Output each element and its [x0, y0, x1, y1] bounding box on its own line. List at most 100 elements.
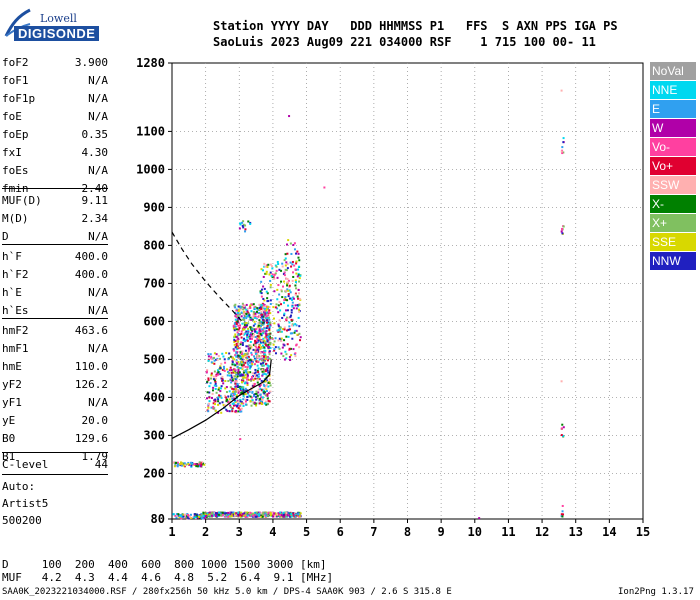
echo-point — [253, 355, 256, 358]
echo-point — [283, 314, 286, 317]
echo-point — [258, 512, 261, 515]
echo-point — [298, 515, 301, 518]
echo-point — [241, 358, 244, 361]
param-key: M(D) — [2, 212, 29, 225]
echo-point — [256, 348, 259, 351]
param-value: N/A — [88, 304, 108, 317]
echo-point — [288, 284, 291, 287]
echo-point — [265, 337, 268, 340]
echo-point — [242, 395, 245, 398]
param-row: h`Es N/A — [2, 304, 108, 319]
echo-point — [242, 220, 245, 223]
echo-point — [180, 464, 183, 467]
echo-point — [299, 339, 302, 342]
param-key: fxI — [2, 146, 22, 159]
echo-point — [231, 397, 234, 400]
echo-point — [231, 407, 234, 410]
echo-point — [245, 303, 248, 306]
echo-point — [243, 333, 246, 336]
echo-point — [235, 360, 238, 363]
echo-point — [245, 371, 248, 374]
echo-point — [243, 376, 246, 379]
echo-point — [221, 379, 224, 382]
echo-point — [253, 307, 256, 310]
echo-point — [276, 276, 279, 279]
echo-point — [265, 315, 268, 318]
echo-point — [237, 391, 240, 394]
header-row-1: Station YYYY DAY DDD HHMMSS P1 FFS S AXN… — [213, 19, 618, 33]
echo-point — [254, 514, 257, 517]
echo-point — [228, 369, 231, 372]
echo-point — [211, 389, 214, 392]
echo-point — [267, 365, 270, 368]
echo-point — [262, 304, 265, 307]
x-tick-label: 3 — [236, 525, 243, 539]
echo-point — [560, 380, 563, 383]
echo-point — [220, 396, 223, 399]
echo-point — [248, 344, 251, 347]
echo-point — [266, 297, 269, 300]
echo-point — [236, 340, 239, 343]
echo-point — [289, 359, 292, 362]
echo-point — [262, 337, 265, 340]
echo-point — [255, 398, 258, 401]
echo-point — [230, 376, 233, 379]
echo-point — [241, 373, 244, 376]
echo-point — [251, 327, 254, 330]
echo-point — [293, 331, 296, 334]
echo-point — [252, 379, 255, 382]
param-value: 3.900 — [74, 56, 108, 69]
echo-point — [239, 367, 242, 370]
echo-point — [243, 326, 246, 329]
echo-point — [265, 335, 268, 338]
echo-point — [238, 327, 241, 330]
echo-point — [261, 396, 264, 399]
param-key: hmF2 — [2, 324, 29, 337]
echo-point — [246, 352, 249, 355]
profile-trace-solid — [171, 359, 272, 439]
echo-point — [224, 404, 227, 407]
echo-point — [217, 511, 220, 514]
echo-point — [227, 358, 230, 361]
param-row: M(D) 2.34 — [2, 212, 108, 227]
echo-point — [199, 465, 202, 468]
echo-point — [232, 388, 235, 391]
echo-point — [228, 352, 231, 355]
echo-point — [287, 279, 290, 282]
echo-point — [251, 514, 254, 517]
echo-point — [253, 515, 256, 518]
echo-point — [284, 350, 287, 353]
echo-point — [265, 383, 268, 386]
echo-point — [269, 279, 272, 282]
echo-point — [180, 517, 183, 520]
echo-point — [187, 513, 190, 516]
echo-point — [247, 371, 250, 374]
legend-item-ssw: SSW — [650, 176, 696, 194]
echo-point — [237, 324, 240, 327]
echo-point — [224, 515, 227, 518]
echo-point — [264, 394, 267, 397]
echo-point — [249, 344, 252, 347]
echo-point — [271, 273, 274, 276]
param-row: foF2 3.900 — [2, 56, 108, 71]
echo-point — [232, 324, 235, 327]
echo-point — [286, 267, 289, 270]
echo-point — [263, 327, 266, 330]
echo-point — [562, 225, 565, 228]
echo-point — [257, 339, 260, 342]
echo-point — [266, 375, 269, 378]
echo-point — [261, 370, 264, 373]
echo-point — [235, 335, 238, 338]
echo-point — [257, 324, 260, 327]
param-separator — [2, 318, 108, 319]
echo-point — [261, 364, 264, 367]
echo-point — [264, 316, 267, 319]
echo-point — [244, 393, 247, 396]
echo-point — [282, 511, 285, 514]
echo-point — [260, 512, 263, 515]
echo-point — [287, 289, 290, 292]
x-tick-label: 10 — [468, 525, 482, 539]
echo-point — [241, 368, 244, 371]
echo-point — [235, 352, 238, 355]
param-row: hmE 110.0 — [2, 360, 108, 375]
